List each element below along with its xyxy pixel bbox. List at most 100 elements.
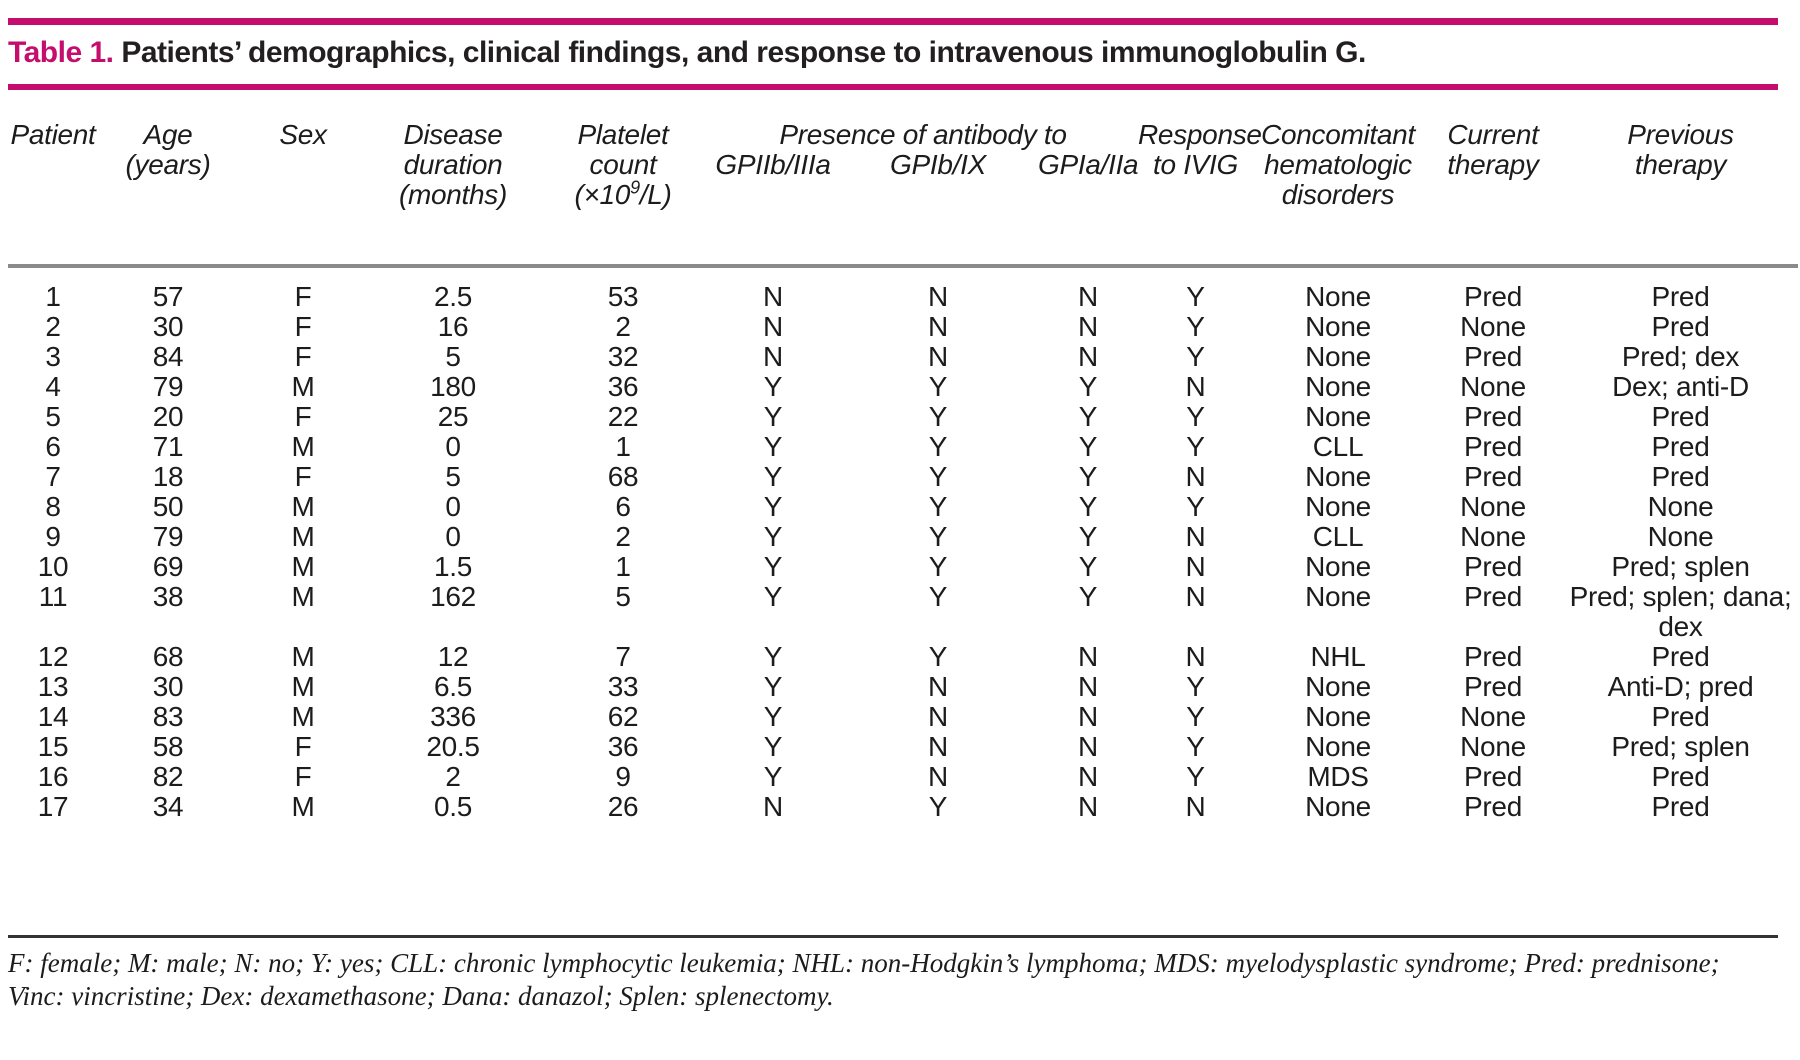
column-header-duration-2: duration (403, 149, 503, 180)
table-cell: F (294, 761, 312, 792)
header-spacer (708, 180, 838, 268)
table-cell: Y (928, 371, 948, 402)
table-row: 7 18 F 5 68 Y Y Y N None Pred Pred (8, 462, 1798, 492)
table-cell: 7 (615, 641, 631, 672)
table-row: 14 83 M 336 62 Y N N Y None None Pred (8, 702, 1798, 732)
table-cell: 79 (152, 371, 184, 402)
table-cell: N (1078, 341, 1098, 372)
column-header-platelet: Platelet (577, 119, 669, 150)
table-cell: 68 (152, 641, 184, 672)
table-cell: N (1185, 461, 1206, 492)
table-cell: 16 (437, 311, 469, 342)
table-cell: N (1185, 581, 1206, 612)
table-cell: N (928, 731, 948, 762)
top-rule (8, 18, 1778, 25)
table-cell: 13 (37, 671, 69, 702)
table-cell: Y (1186, 401, 1205, 432)
table-cell: Y (1078, 491, 1098, 522)
column-header-concomitant: Concomitant (1261, 119, 1415, 150)
table-cell: 30 (152, 311, 184, 342)
table-cell: Pred (1464, 641, 1522, 672)
table-cell: None (1460, 701, 1526, 732)
table-cell: Y (1186, 491, 1205, 522)
table-cell: None (1305, 491, 1371, 522)
table-cell: 336 (430, 701, 476, 732)
table-cell: Y (928, 551, 948, 582)
table-cell: 68 (607, 461, 639, 492)
table-cell: N (1078, 641, 1098, 672)
table-cell: None (1305, 701, 1371, 732)
table-cell: 12 (37, 641, 69, 672)
table-cell: F (294, 341, 312, 372)
table-cell: 2 (615, 311, 631, 342)
table-cell: 0 (445, 431, 461, 462)
table-cell: Y (763, 521, 783, 552)
table-cell: F (294, 461, 312, 492)
table-cell: Y (1186, 671, 1205, 702)
table-cell: 53 (607, 281, 639, 312)
table-cell: Pred (1651, 761, 1710, 792)
table-cell: None (1460, 491, 1526, 522)
table-cell: Y (763, 671, 783, 702)
table-cell: N (928, 341, 948, 372)
table-cell: N (1078, 761, 1098, 792)
table-cell: NHL (1310, 641, 1366, 672)
table-cell: 15 (37, 731, 69, 762)
table-cell: 36 (607, 371, 639, 402)
table-cell: 9 (615, 761, 631, 792)
table-row: 9 79 M 0 2 Y Y Y N CLL None None (8, 522, 1798, 552)
table-cell: Y (1186, 281, 1205, 312)
table-cell: Y (928, 461, 948, 492)
table-cell: N (928, 761, 948, 792)
table-cell: 5 (615, 581, 631, 612)
table-cell: 16 (37, 761, 69, 792)
table-cell: N (763, 311, 783, 342)
table-cell: Pred; dex (1621, 341, 1740, 372)
column-header-platelet-2: count (589, 149, 657, 180)
table-cell: 6.5 (433, 671, 473, 702)
header-spacer (238, 180, 368, 268)
table-cell: Y (763, 581, 783, 612)
header-spacer (1423, 180, 1563, 268)
table-cell: Y (763, 551, 783, 582)
table-cell: Y (1186, 701, 1205, 732)
table-cell: None (1305, 371, 1371, 402)
table-cell: N (1078, 701, 1098, 732)
table-cell: 18 (152, 461, 184, 492)
table-cell: Y (763, 371, 783, 402)
table-cell: Y (1078, 521, 1098, 552)
table-cell: F (294, 281, 312, 312)
table-row: 17 34 M 0.5 26 N Y N N None Pred Pred (8, 792, 1798, 822)
table-row: 13 30 M 6.5 33 Y N N Y None Pred Anti-D; pred (8, 672, 1798, 702)
table-cell: Y (763, 461, 783, 492)
header-spacer (8, 150, 98, 180)
table-cell: 0 (445, 491, 461, 522)
table-cell: 5 (445, 341, 461, 372)
table-cell: M (291, 581, 315, 612)
header-spacer (1038, 180, 1138, 268)
table-cell: N (1078, 311, 1098, 342)
table-cell: 38 (152, 581, 184, 612)
title-underline-rule (8, 84, 1778, 90)
table-cell: 6 (615, 491, 631, 522)
table-cell: 62 (607, 701, 639, 732)
table-cell: M (291, 371, 315, 402)
table-cell: N (928, 281, 948, 312)
table-cell: M (291, 671, 315, 702)
column-header-gpib-ix: GPIb/IX (890, 149, 986, 180)
table-cell: 1.5 (433, 551, 473, 582)
table-cell: Y (928, 431, 948, 462)
table-cell: Pred (1651, 311, 1710, 342)
table-cell: CLL (1312, 521, 1364, 552)
table-cell: 2 (45, 311, 61, 342)
table-cell: 69 (152, 551, 184, 582)
table-cell: N (1078, 281, 1098, 312)
table-cell: 26 (607, 791, 639, 822)
table-cell: MDS (1307, 761, 1369, 792)
table-cell: Y (1078, 431, 1098, 462)
table-cell: 34 (152, 791, 184, 822)
table-cell: Pred (1651, 461, 1710, 492)
table-row: 2 30 F 16 2 N N N Y None None Pred (8, 312, 1798, 342)
column-header-previous-2: therapy (1634, 149, 1727, 180)
table-cell: N (1078, 731, 1098, 762)
